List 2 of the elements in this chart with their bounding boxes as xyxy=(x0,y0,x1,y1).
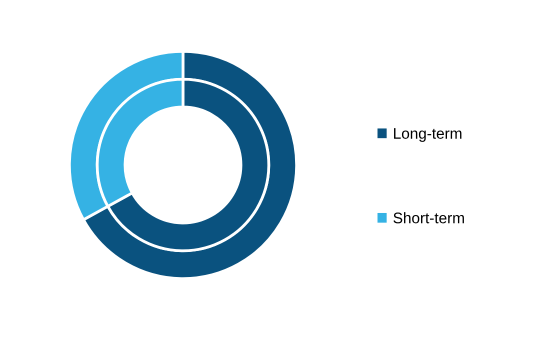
legend-label: Long-term xyxy=(394,128,462,142)
legend-label: Short-term xyxy=(393,212,464,224)
